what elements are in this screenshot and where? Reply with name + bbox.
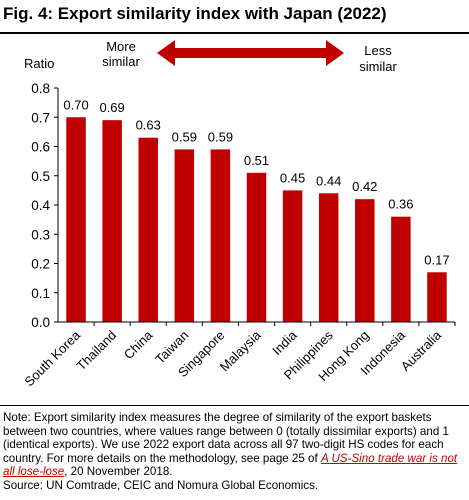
x-tick-label: China: [121, 327, 156, 362]
bar-value-label: 0.59: [172, 129, 197, 144]
bar-chart: More similar Less similar Ratio 0.00.10.…: [21, 39, 456, 389]
y-tick-label: 0.6: [31, 140, 50, 155]
less-similar-label-1: Less: [364, 43, 392, 58]
bar-value-label: 0.36: [388, 197, 413, 212]
source-text: Source: UN Comtrade, CEIC and Nomura Glo…: [3, 478, 319, 492]
y-tick-label: 0.0: [31, 315, 50, 330]
bar-value-label: 0.42: [352, 179, 377, 194]
more-similar-label-2: similar: [102, 54, 140, 69]
bar-value-label: 0.59: [208, 129, 233, 144]
more-similar-label-1: More: [106, 39, 136, 54]
chart-title: Fig. 4: Export similarity index with Jap…: [3, 4, 387, 23]
y-tick-label: 0.7: [31, 110, 50, 125]
less-similar-label-2: similar: [359, 59, 397, 74]
x-tick-label: Australia: [398, 327, 445, 374]
bar-value-label: 0.69: [99, 100, 124, 115]
bar-value-label: 0.44: [316, 173, 341, 188]
bar-value-label: 0.17: [424, 252, 449, 267]
y-tick-label: 0.3: [31, 227, 50, 242]
y-axis: 0.0 0.1 0.2 0.3 0.4 0.5 0.6 0.7 0.8: [31, 81, 59, 330]
bar: [318, 193, 339, 322]
x-tick-label: Malaysia: [217, 327, 264, 374]
double-arrow-icon: [157, 40, 344, 66]
bar: [427, 272, 447, 322]
y-tick-label: 0.8: [31, 81, 50, 96]
title-divider: [0, 32, 469, 34]
y-axis-label: Ratio: [24, 56, 54, 71]
bar: [174, 149, 195, 322]
x-tick-label: India: [269, 327, 300, 358]
bar: [210, 149, 231, 322]
bar-value-label: 0.70: [63, 97, 88, 112]
bar: [246, 172, 267, 322]
y-tick-label: 0.4: [31, 198, 50, 213]
y-tick-label: 0.1: [31, 286, 50, 301]
bar: [391, 216, 411, 322]
bars: 0.70 0.69 0.63 0.59 0.59 0.51 0.45 0.44 0.42 0.36…: [63, 97, 450, 322]
bar-value-label: 0.63: [136, 118, 161, 133]
x-tick-label: Thailand: [73, 328, 119, 374]
footnote-date: , 20 November 2018.: [64, 465, 173, 479]
bar: [102, 120, 122, 322]
y-tick-label: 0.2: [31, 257, 50, 272]
bar: [138, 137, 158, 322]
bar: [282, 190, 303, 322]
x-tick-label: South Korea: [21, 327, 83, 389]
footnote: Note: Export similarity index measures t…: [3, 411, 465, 493]
bar-value-label: 0.45: [280, 170, 305, 185]
footnote-text: Note: Export similarity index measures t…: [3, 411, 449, 465]
bar: [66, 117, 86, 322]
footnote-divider: [0, 405, 469, 406]
y-tick-label: 0.5: [31, 169, 50, 184]
bar-value-label: 0.51: [244, 153, 269, 168]
similarity-arrow: [157, 40, 344, 66]
bar: [355, 199, 375, 322]
report-link[interactable]: A US-Sino trade war is not all lose-lose: [3, 451, 458, 479]
